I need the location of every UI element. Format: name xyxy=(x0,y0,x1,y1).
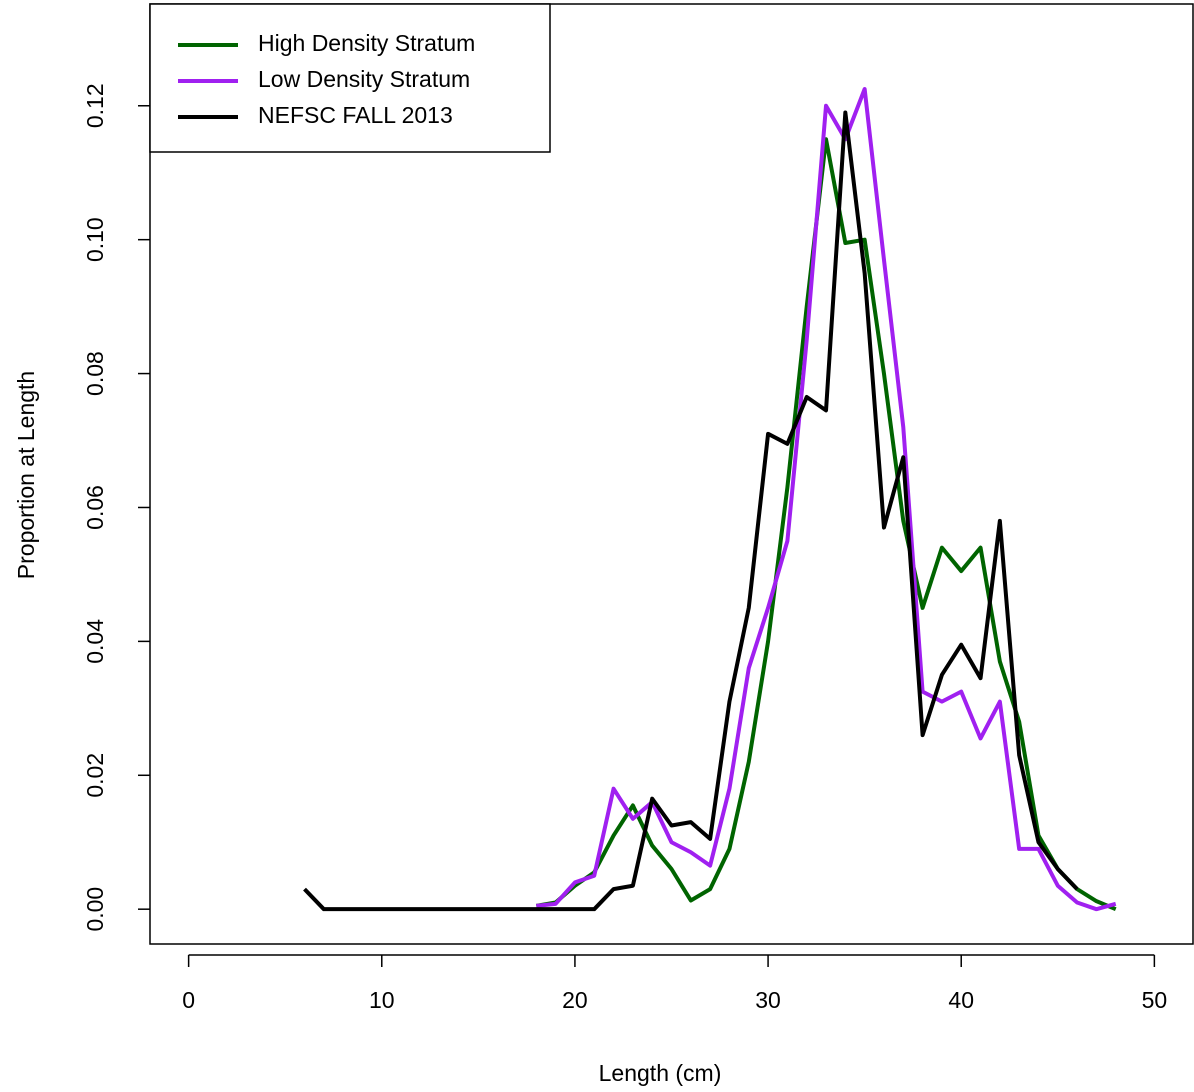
series-line xyxy=(536,87,1117,912)
series-line xyxy=(535,137,1117,912)
legend-box xyxy=(149,3,551,153)
y-tick-label: 0.04 xyxy=(82,619,108,664)
legend-label: NEFSC FALL 2013 xyxy=(258,102,453,128)
legend-label: High Density Stratum xyxy=(258,30,475,56)
x-tick-label: 30 xyxy=(755,987,781,1013)
y-tick-label: 0.06 xyxy=(82,485,108,530)
y-tick-label: 0.08 xyxy=(82,351,108,396)
y-tick-label: 0.00 xyxy=(82,887,108,932)
x-tick-label: 40 xyxy=(948,987,974,1013)
legend-label: Low Density Stratum xyxy=(258,66,470,92)
y-tick-label: 0.12 xyxy=(82,83,108,128)
x-tick-label: 10 xyxy=(369,987,395,1013)
x-tick-label: 20 xyxy=(562,987,588,1013)
y-tick-label: 0.02 xyxy=(82,753,108,798)
y-axis-label: Proportion at Length xyxy=(13,371,39,579)
x-axis-label: Length (cm) xyxy=(599,1060,722,1086)
series-line xyxy=(303,110,1079,912)
plot-box xyxy=(149,3,1194,945)
x-tick-label: 0 xyxy=(182,987,195,1013)
x-tick-label: 50 xyxy=(1142,987,1168,1013)
y-tick-label: 0.10 xyxy=(82,217,108,262)
